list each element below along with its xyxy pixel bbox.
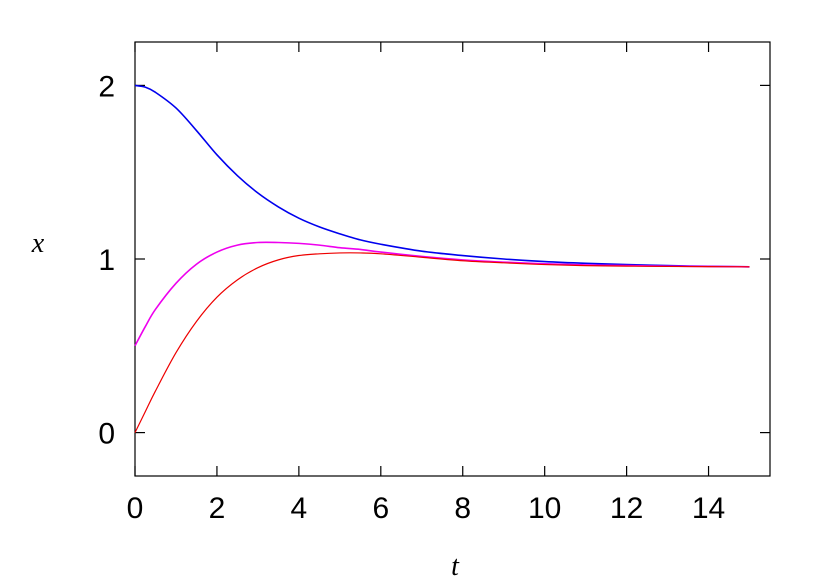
x-tick-label: 8 <box>454 492 471 525</box>
x-tick-labels: 0 2 4 6 8 10 12 14 <box>127 492 726 525</box>
y-tick-label: 0 <box>98 418 115 451</box>
x-tick-label: 12 <box>610 492 643 525</box>
x-tick-label: 4 <box>291 492 308 525</box>
x-axis-title: t <box>451 551 460 581</box>
x-tick-label: 2 <box>209 492 226 525</box>
x-tick-label: 14 <box>692 492 725 525</box>
y-axis-title: x <box>31 228 45 259</box>
x-tick-label: 0 <box>127 492 144 525</box>
x-tick-label: 10 <box>528 492 561 525</box>
y-tick-labels: 0 1 2 <box>98 70 115 450</box>
y-tick-label: 1 <box>98 244 115 277</box>
series-lines <box>134 84 750 433</box>
series-line-3 <box>134 252 750 433</box>
y-tick-label: 2 <box>98 70 115 103</box>
x-tick-label: 6 <box>372 492 389 525</box>
series-line-2 <box>134 241 750 347</box>
series-line-1 <box>134 84 750 268</box>
